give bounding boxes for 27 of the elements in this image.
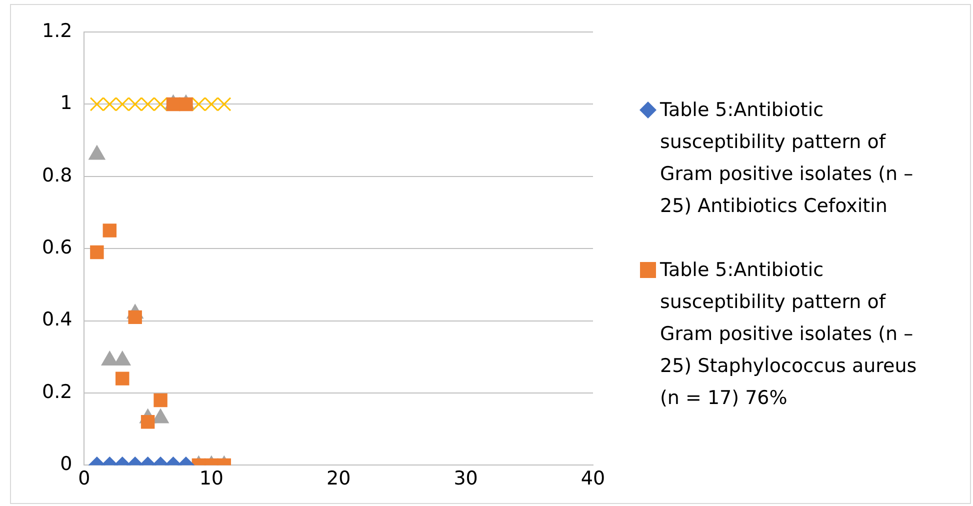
y-tick-label: 0.8 [42, 164, 72, 186]
x-tick-label: 0 [78, 468, 90, 490]
x-tick-label: 30 [454, 468, 478, 490]
point [140, 97, 155, 112]
legend-label: Table 5:Antibiotic susceptibility pattern of Gram positive isolates (n – 25) Staphylococcus aureus (n = 17) 76% [660, 258, 918, 411]
point [102, 97, 117, 112]
point [128, 97, 142, 112]
y-tick-label: 1.2 [42, 20, 72, 42]
point [192, 97, 206, 112]
y-tick-label: 0.6 [42, 236, 72, 259]
point [102, 224, 117, 238]
x-tick-label: 20 [326, 468, 351, 490]
point [217, 97, 232, 112]
x-tick-label: 10 [199, 468, 224, 490]
point [101, 351, 118, 366]
point [153, 97, 168, 112]
point [90, 97, 104, 112]
y-tick-label: 0.2 [42, 380, 72, 403]
point [204, 97, 219, 112]
x-tick-label: 40 [580, 468, 606, 490]
y-tick-label: 1 [60, 92, 72, 114]
point [115, 97, 130, 112]
point [90, 245, 104, 260]
point [114, 351, 131, 366]
y-tick-label: 0.4 [42, 308, 72, 331]
y-tick-label: 0 [60, 453, 72, 476]
legend-label: Table 5:Antibiotic susceptibility pattern of Gram positive isolates (n – 25) Antibiotics Cefoxitin [660, 98, 914, 219]
